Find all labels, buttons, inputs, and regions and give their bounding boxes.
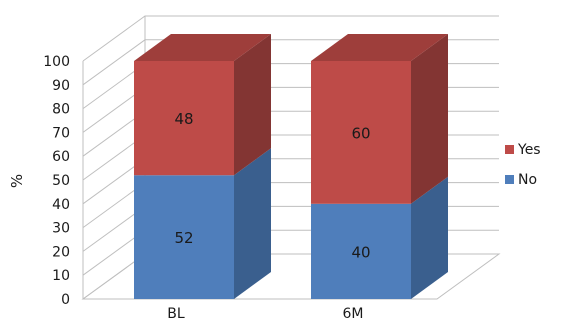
bar-top	[311, 34, 448, 61]
bar-front	[311, 61, 411, 204]
bar-front	[134, 61, 234, 176]
x-category-label: BL	[167, 306, 185, 322]
data-label: 48	[174, 110, 193, 128]
y-tick-label: 20	[52, 244, 70, 260]
data-label: 52	[174, 229, 193, 247]
y-tick-label: 0	[61, 292, 70, 308]
legend-label-yes: Yes	[517, 142, 541, 158]
data-label: 60	[351, 124, 370, 142]
bar-segment-yes-bl: 48	[134, 34, 271, 176]
bar-side	[234, 34, 271, 176]
y-tick-label: 90	[52, 78, 70, 94]
bars: 52 48 40 60	[134, 34, 448, 299]
y-tick-label: 30	[52, 221, 70, 237]
bar-side	[234, 148, 271, 299]
bar-side	[411, 176, 448, 299]
y-tick-label: 100	[43, 54, 70, 70]
legend: Yes No	[505, 142, 541, 188]
y-tick-label: 10	[52, 268, 70, 284]
y-tick-label: 40	[52, 197, 70, 213]
bar-top	[134, 34, 271, 61]
legend-swatch-yes	[505, 145, 514, 154]
y-tick-label: 50	[52, 173, 70, 189]
y-axis-ticks: 0 10 20 30 40 50 60 70 80 90 100	[43, 54, 70, 308]
y-axis-label: %	[8, 174, 26, 188]
legend-swatch-no	[505, 175, 514, 184]
data-label: 40	[351, 243, 370, 261]
legend-label-no: No	[518, 172, 537, 188]
y-tick-label: 80	[52, 102, 70, 118]
bar-segment-no-6m: 40	[311, 176, 448, 299]
y-tick-label: 70	[52, 125, 70, 141]
bar-front	[134, 175, 234, 299]
x-axis-categories: BL 6M	[167, 306, 363, 322]
x-category-label: 6M	[343, 306, 364, 322]
bar-segment-yes-6m: 60	[311, 34, 448, 204]
bar-front	[311, 203, 411, 299]
bar-segment-no-bl: 52	[134, 148, 271, 299]
bar-side	[411, 34, 448, 204]
y-tick-label: 60	[52, 149, 70, 165]
